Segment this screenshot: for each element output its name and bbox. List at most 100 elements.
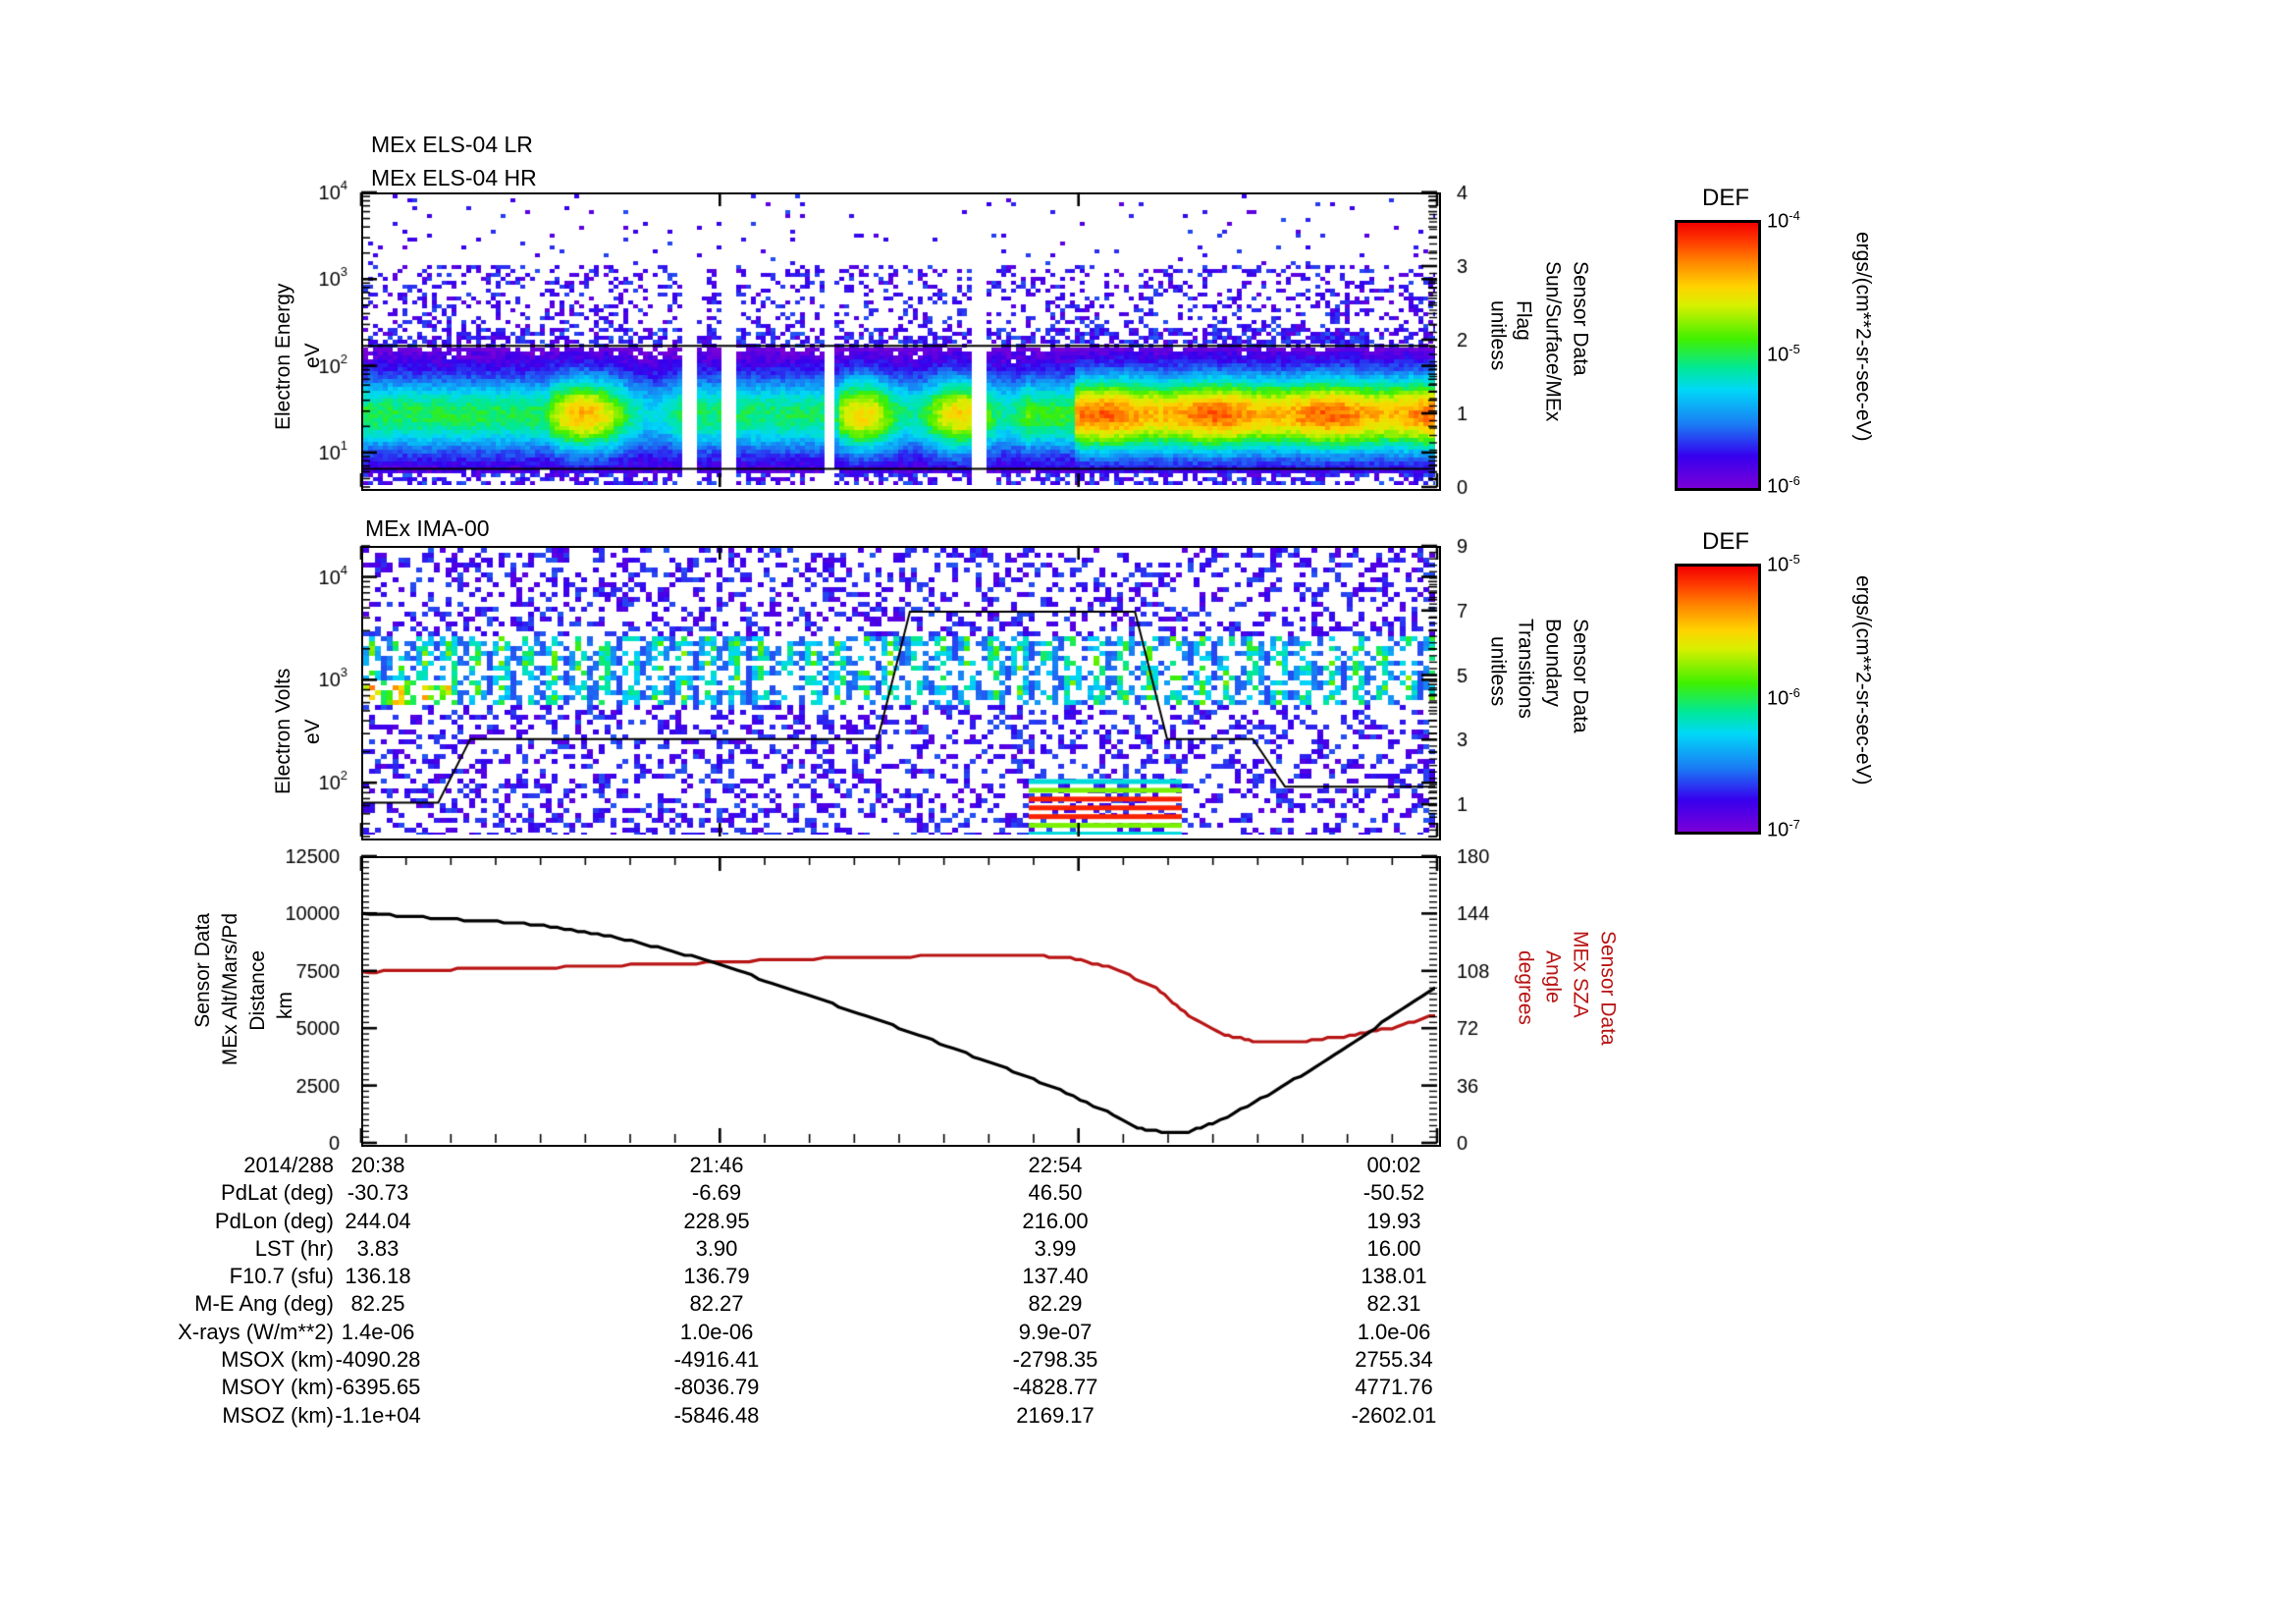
table-cell: -4090.28 bbox=[335, 1347, 421, 1373]
panel2-title: MEx IMA-00 bbox=[365, 515, 490, 541]
table-row-label: MSOZ (km) bbox=[222, 1402, 334, 1428]
colorbar2-min-tick: 10-7 bbox=[1767, 817, 1800, 841]
panel3-right-axis-label-3: degrees bbox=[1514, 950, 1537, 1025]
table-row-label: 2014/288 bbox=[243, 1153, 334, 1177]
table-row: LST (hr) 3.83 3.90 3.99 16.00 bbox=[0, 1236, 2296, 1264]
panel2-y-axis-unit-text: eV bbox=[301, 719, 324, 744]
table-row: X-rays (W/m**2) 1.4e-06 1.0e-06 9.9e-07 1.0e… bbox=[0, 1320, 2296, 1347]
table-cell: 19.93 bbox=[1366, 1208, 1421, 1233]
table-row: PdLat (deg) -30.73 -6.69 46.50 -50.52 bbox=[0, 1180, 2296, 1208]
table-cell: 21:46 bbox=[689, 1153, 744, 1177]
table-cell: 216.00 bbox=[1022, 1208, 1089, 1233]
table-cell: 2169.17 bbox=[1016, 1402, 1095, 1428]
panel3-right-axis-label-0: Sensor Data bbox=[1596, 931, 1620, 1046]
panel2-right-axis-label-3: unitless bbox=[1486, 636, 1510, 707]
colorbar1-mid-tick: 10-5 bbox=[1767, 342, 1800, 366]
table-row: PdLon (deg) 244.04 228.95 216.00 19.93 bbox=[0, 1209, 2296, 1236]
panel3-right-axis-label-2: Angle bbox=[1541, 950, 1565, 1003]
table-cell: 9.9e-07 bbox=[1018, 1319, 1093, 1344]
table-row-label: PdLon (deg) bbox=[214, 1208, 334, 1233]
panel1-right-axis-label-2: Flag bbox=[1512, 300, 1535, 341]
colorbar2-gradient bbox=[1675, 564, 1761, 835]
table-cell: -4916.41 bbox=[673, 1347, 760, 1373]
panel2-right-axis-label-1: Boundary bbox=[1541, 619, 1565, 707]
table-cell: 4771.76 bbox=[1355, 1375, 1433, 1400]
panel2-right-axis-label-0: Sensor Data bbox=[1569, 619, 1592, 733]
table-cell: -8036.79 bbox=[673, 1375, 760, 1400]
panel1-y-axis-label: Electron Energy bbox=[272, 253, 294, 460]
panel3-right-axis-label-1: MEx SZA bbox=[1569, 931, 1592, 1018]
table-row-label: F10.7 (sfu) bbox=[229, 1264, 334, 1289]
table-cell: 244.04 bbox=[345, 1208, 411, 1233]
panel1-y-axis-label-text: Electron Energy bbox=[272, 283, 294, 430]
panel3-left-axis-label-3: km bbox=[274, 992, 296, 1019]
ephemeris-table: 2014/288 20:38 21:46 22:54 00:02 PdLat (deg) -… bbox=[0, 1153, 2296, 1431]
table-row: MSOX (km) -4090.28 -4916.41 -2798.35 2755.34 bbox=[0, 1347, 2296, 1375]
table-cell: 1.0e-06 bbox=[1357, 1319, 1431, 1344]
colorbar1-units: ergs/(cm**2-sr-sec-eV) bbox=[1851, 232, 1875, 442]
table-row-label: PdLat (deg) bbox=[221, 1180, 334, 1206]
table-cell: -6.69 bbox=[691, 1180, 742, 1206]
table-row-label: X-rays (W/m**2) bbox=[178, 1319, 334, 1344]
table-cell: -4828.77 bbox=[1012, 1375, 1098, 1400]
panel3-lineplot[interactable] bbox=[361, 856, 1441, 1147]
table-row-label: MSOY (km) bbox=[221, 1375, 334, 1400]
table-cell: 2755.34 bbox=[1355, 1347, 1433, 1373]
colorbar1-min-tick: 10-6 bbox=[1767, 473, 1800, 498]
colorbar2-mid-tick: 10-6 bbox=[1767, 685, 1800, 710]
table-cell: -50.52 bbox=[1362, 1180, 1425, 1206]
table-cell: 82.29 bbox=[1028, 1291, 1083, 1317]
table-cell: 138.01 bbox=[1361, 1264, 1427, 1289]
panel2-y-axis-label: Electron Volts bbox=[272, 638, 294, 825]
table-row: 2014/288 20:38 21:46 22:54 00:02 bbox=[0, 1153, 2296, 1180]
table-cell: 3.99 bbox=[1034, 1235, 1077, 1261]
table-row: MSOZ (km) -1.1e+04 -5846.48 2169.17 -2602.01 bbox=[0, 1403, 2296, 1431]
colorbar1-max-tick: 10-4 bbox=[1767, 208, 1800, 233]
colorbar2-max-tick: 10-5 bbox=[1767, 552, 1800, 576]
table-cell: 1.4e-06 bbox=[341, 1319, 415, 1344]
table-cell: 82.31 bbox=[1366, 1291, 1421, 1317]
panel1-right-axis-label-0: Sensor Data bbox=[1569, 261, 1592, 376]
panel1-y-axis-unit-text: eV bbox=[301, 343, 324, 368]
table-cell: -2602.01 bbox=[1351, 1402, 1437, 1428]
panel3-left-axis-label-0: Sensor Data bbox=[191, 913, 214, 1028]
panel1-spectrogram[interactable] bbox=[361, 192, 1441, 491]
panel2-right-axis-label-2: Transitions bbox=[1514, 619, 1537, 719]
table-cell: 22:54 bbox=[1028, 1153, 1083, 1177]
table-row-label: MSOX (km) bbox=[221, 1347, 334, 1373]
table-cell: 82.27 bbox=[689, 1291, 744, 1317]
table-cell: 3.90 bbox=[695, 1235, 738, 1261]
panel2-spectrogram[interactable] bbox=[361, 546, 1441, 840]
table-cell: -30.73 bbox=[347, 1180, 409, 1206]
table-cell: -2798.35 bbox=[1012, 1347, 1098, 1373]
table-cell: 82.25 bbox=[350, 1291, 405, 1317]
panel1-right-axis-label-3: unitless bbox=[1486, 300, 1510, 371]
table-cell: 00:02 bbox=[1366, 1153, 1421, 1177]
panel2-y-axis-unit: eV bbox=[301, 687, 324, 776]
table-cell: 136.79 bbox=[683, 1264, 750, 1289]
table-row: F10.7 (sfu) 136.18 136.79 137.40 138.01 bbox=[0, 1264, 2296, 1291]
table-cell: 228.95 bbox=[683, 1208, 750, 1233]
colorbar2-units: ergs/(cm**2-sr-sec-eV) bbox=[1851, 575, 1875, 785]
panel2-y-axis-label-text: Electron Volts bbox=[272, 668, 294, 795]
table-cell: 3.83 bbox=[356, 1235, 400, 1261]
panel3-left-axis-label-2: Distance bbox=[246, 950, 269, 1031]
panel3-left-axis-label-1: MEx Alt/Mars/Pd bbox=[219, 913, 241, 1066]
panel1-title-lr: MEx ELS-04 LR bbox=[371, 132, 533, 157]
panel1-right-axis-label-1: Sun/Surface/MEx bbox=[1541, 261, 1565, 422]
table-row-label: M-E Ang (deg) bbox=[194, 1291, 334, 1317]
table-cell: 1.0e-06 bbox=[679, 1319, 754, 1344]
table-cell: 20:38 bbox=[350, 1153, 405, 1177]
colorbar1-gradient bbox=[1675, 220, 1761, 491]
panel1-title-hr: MEx ELS-04 HR bbox=[371, 165, 537, 190]
table-cell: -5846.48 bbox=[673, 1402, 760, 1428]
table-cell: 136.18 bbox=[345, 1264, 411, 1289]
panel1-y-axis-unit: eV bbox=[301, 306, 324, 405]
table-cell: 137.40 bbox=[1022, 1264, 1089, 1289]
table-cell: -1.1e+04 bbox=[335, 1402, 421, 1428]
table-row-label: LST (hr) bbox=[254, 1235, 334, 1261]
table-cell: 46.50 bbox=[1028, 1180, 1083, 1206]
table-cell: 16.00 bbox=[1366, 1235, 1421, 1261]
table-row: MSOY (km) -6395.65 -8036.79 -4828.77 4771.76 bbox=[0, 1375, 2296, 1402]
table-row: M-E Ang (deg) 82.25 82.27 82.29 82.31 bbox=[0, 1291, 2296, 1319]
